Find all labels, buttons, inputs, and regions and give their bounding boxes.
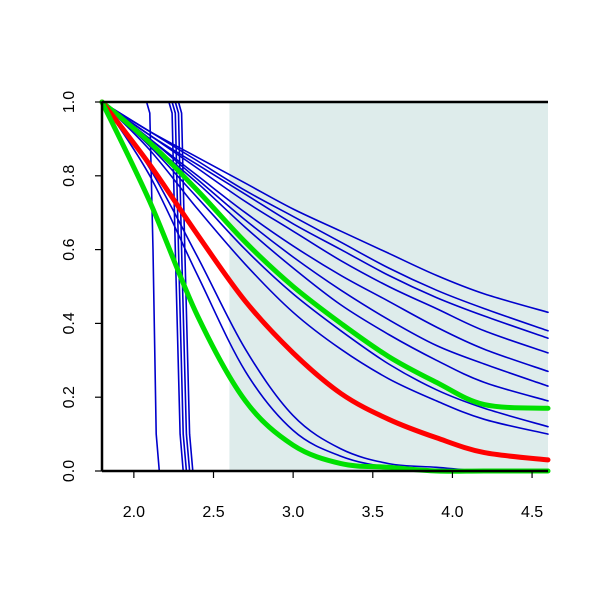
series-line-1 <box>101 101 549 332</box>
y-tick-label-1: 0.2 <box>61 386 78 408</box>
axis-layer: 2.0 2.5 3.0 3.5 4.0 4.5 0.0 0.2 0.4 0.6 0.8 1.0 <box>61 91 548 521</box>
series-line-12 <box>99 99 551 463</box>
series-line-6 <box>101 101 549 402</box>
x-tick-label-5: 4.5 <box>521 504 543 521</box>
y-tick-label-2: 0.4 <box>61 312 78 334</box>
series-line-2 <box>101 101 549 339</box>
x-tick-label-3: 3.5 <box>362 504 384 521</box>
x-tick-label-1: 2.5 <box>202 504 224 521</box>
y-tick-label-4: 0.8 <box>61 165 78 187</box>
y-tick-label-0: 0.0 <box>61 460 78 482</box>
series-line-7 <box>101 101 549 428</box>
series-line-11 <box>99 99 551 411</box>
x-tick-label-0: 2.0 <box>123 504 145 521</box>
y-tick-label-5: 1.0 <box>61 91 78 113</box>
x-tick-label-2: 3.0 <box>282 504 304 521</box>
series-line-9 <box>101 101 549 473</box>
x-tick-label-4: 4.0 <box>441 504 463 521</box>
series-line-3 <box>101 101 549 354</box>
series-line-8 <box>101 101 549 435</box>
series-line-4 <box>101 101 549 373</box>
series-line-0 <box>101 101 549 314</box>
series-line-5 <box>101 101 549 387</box>
y-tick-label-3: 0.6 <box>61 238 78 260</box>
